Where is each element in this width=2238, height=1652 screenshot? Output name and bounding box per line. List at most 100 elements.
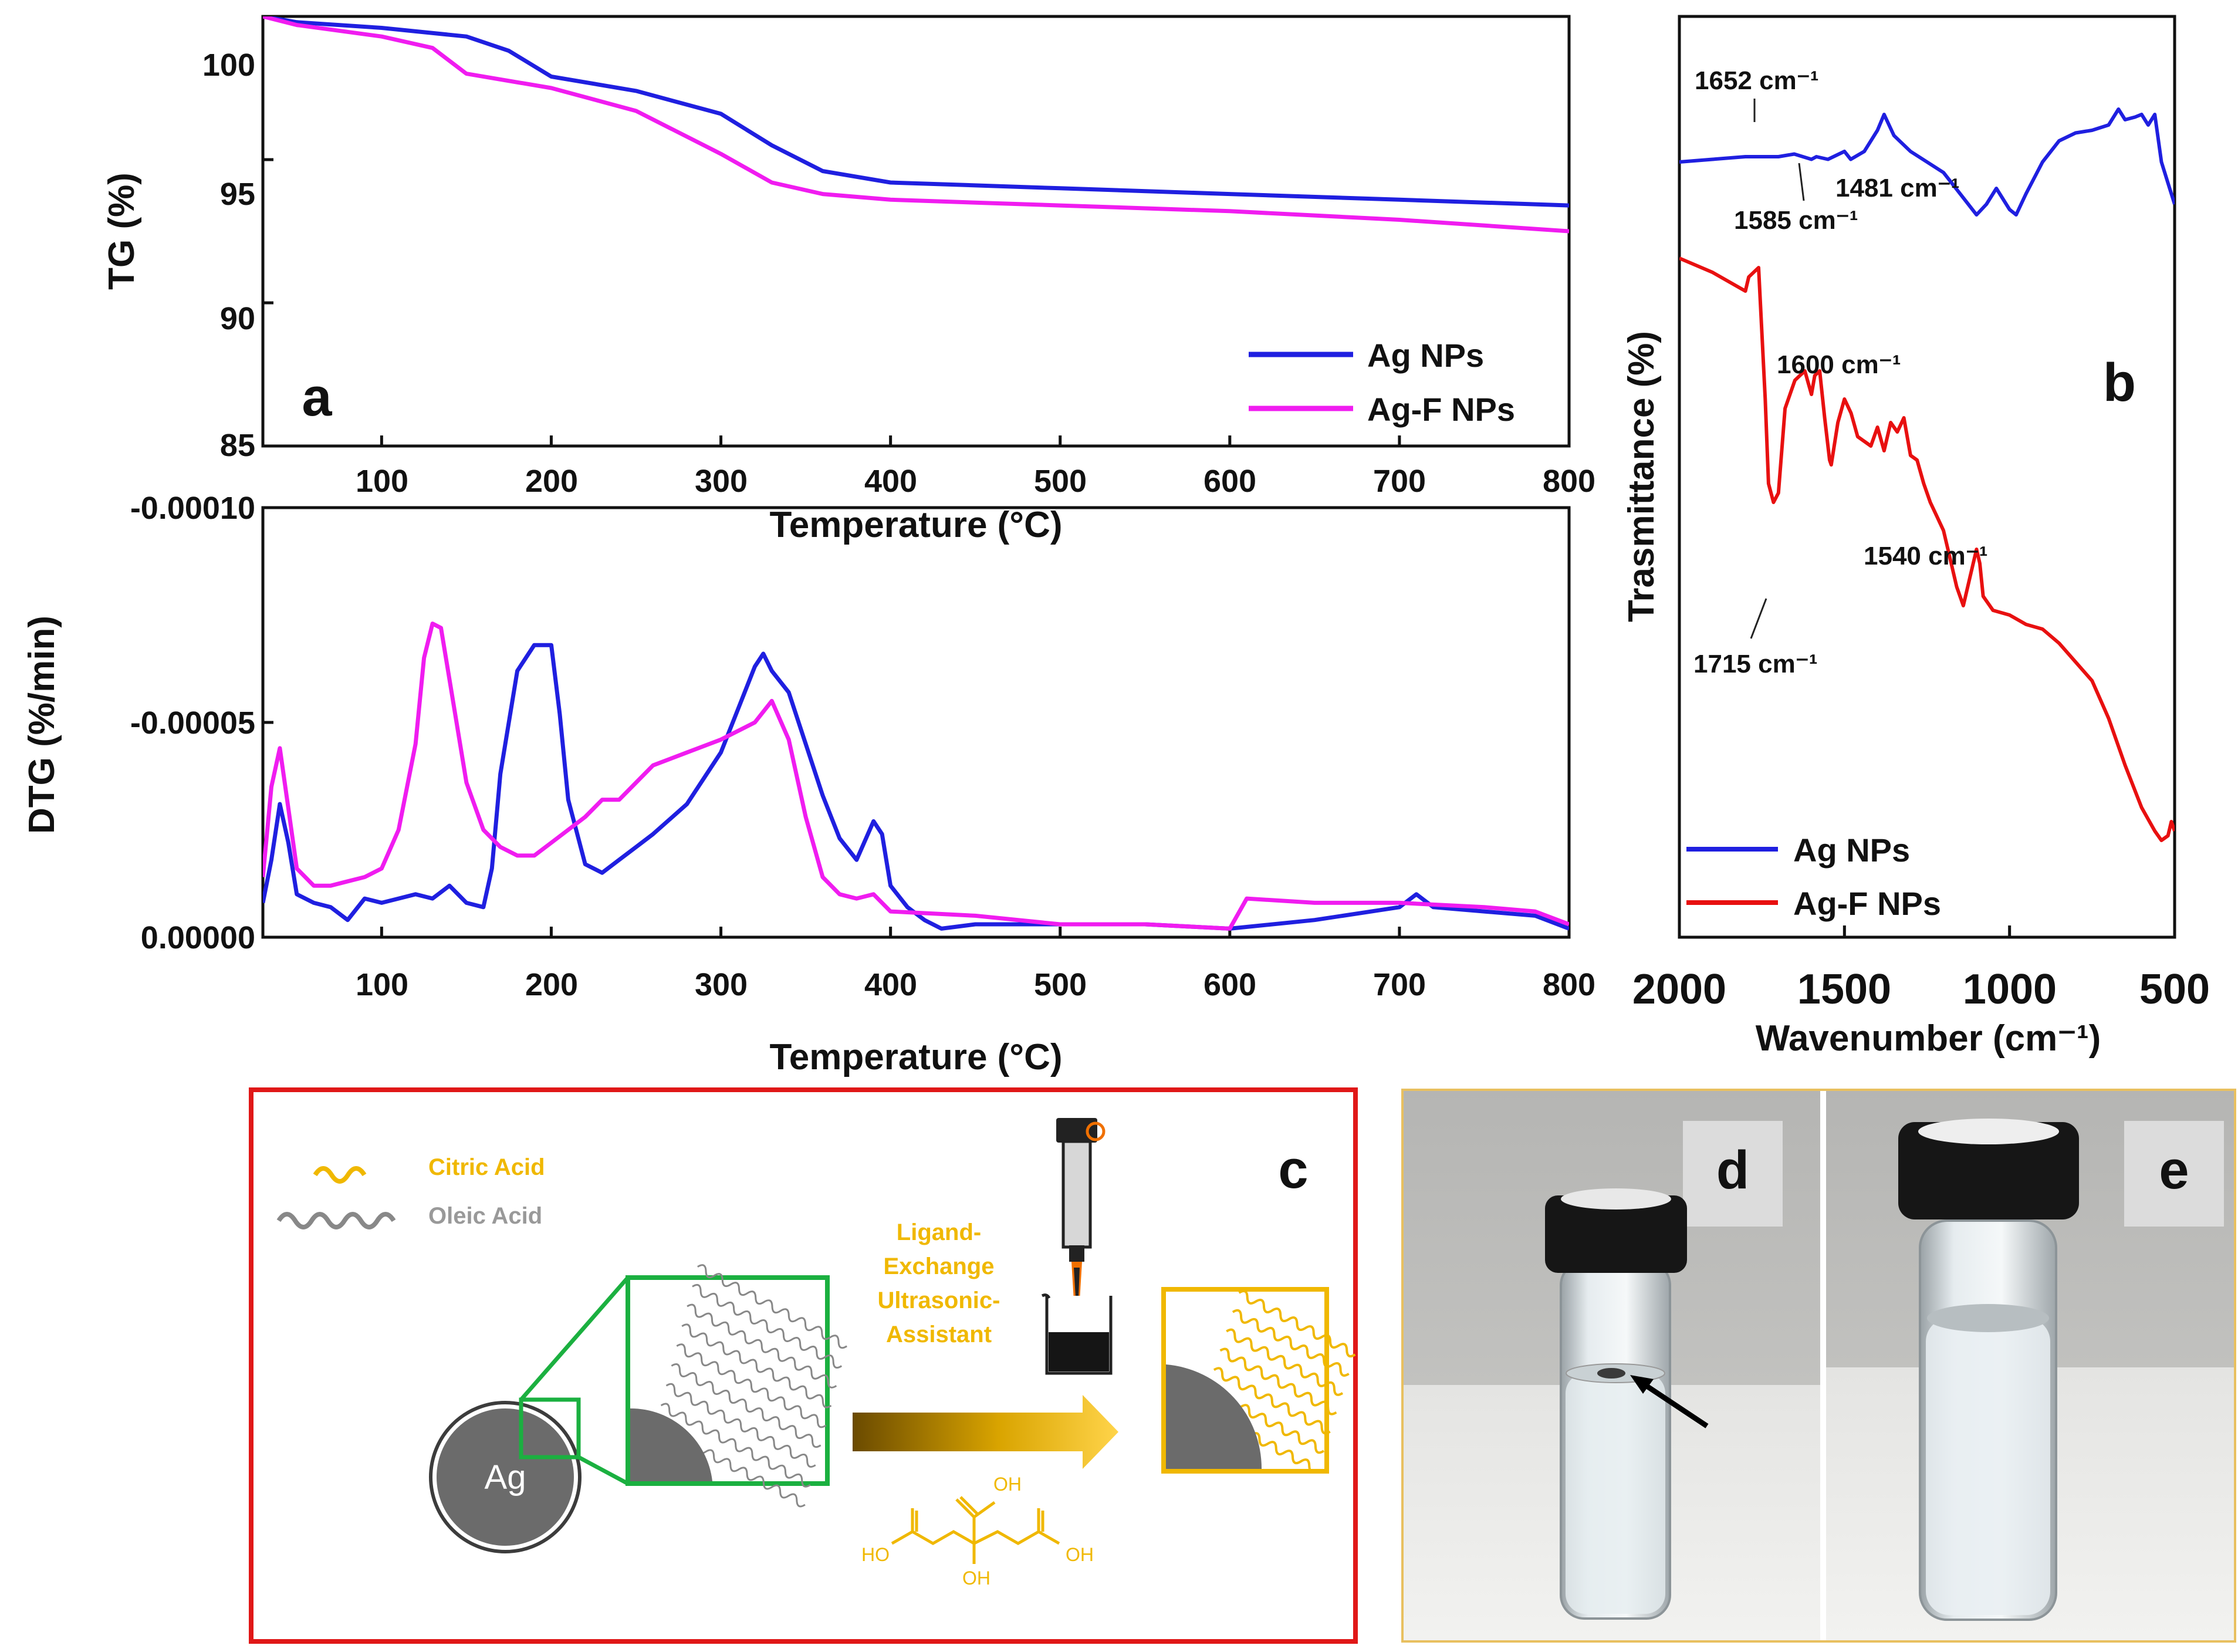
ag-nanoparticle-rim bbox=[429, 1401, 582, 1553]
tg-frame bbox=[261, 15, 1571, 448]
zoom-particle-surface-oleic bbox=[630, 1408, 712, 1481]
panel-label-a: a bbox=[302, 367, 332, 427]
dtg-y-axis-title: DTG (%/min) bbox=[22, 616, 62, 834]
ftir-series-ag-nps bbox=[1679, 107, 2175, 217]
ftir-annotation-arrow-1585 bbox=[1798, 163, 1805, 201]
tg-ytick-95: 95 bbox=[220, 177, 255, 212]
tg-tick-group bbox=[263, 15, 1401, 448]
dtg-xtick-700: 700 bbox=[1373, 967, 1426, 1002]
tg-xtick-600: 600 bbox=[1203, 464, 1256, 499]
tg-xtick-400: 400 bbox=[864, 464, 917, 499]
dtg-xtick-500: 500 bbox=[1034, 967, 1087, 1002]
tg-xtick-500: 500 bbox=[1034, 464, 1087, 499]
ligand-exchange-arrow bbox=[853, 1395, 1118, 1469]
photo-e-label-patch bbox=[2124, 1121, 2224, 1227]
ftir-frame bbox=[1678, 15, 2176, 939]
photo-d-label-patch bbox=[1683, 1121, 1783, 1227]
oleic-acid-chain bbox=[681, 1323, 832, 1408]
ftir-legend-label-ag-nps: Ag NPs bbox=[1793, 832, 1910, 869]
ftir-tick-group bbox=[1678, 925, 2176, 937]
oleic-acid-chain bbox=[671, 1363, 821, 1448]
citric-acid-chain bbox=[1238, 1289, 1356, 1358]
tg-x-axis-title: Temperature (°C) bbox=[769, 505, 1062, 545]
citric-acid-chain bbox=[1232, 1309, 1350, 1377]
citric-acid-structure bbox=[891, 1496, 1060, 1564]
ftir-annotation-1715: 1715 cm⁻¹ bbox=[1693, 650, 1818, 678]
ag-nanoparticle bbox=[433, 1405, 577, 1549]
vial-e-meniscus bbox=[1927, 1304, 2049, 1332]
tg-series-ag-f-nps bbox=[263, 16, 1569, 234]
citric-acid-legend-icon bbox=[313, 1166, 367, 1184]
vial-d-pointer-arrowhead bbox=[1630, 1375, 1654, 1394]
ftir-xtick-1000: 1000 bbox=[1963, 966, 2057, 1013]
oleic-acid-legend-icon bbox=[276, 1212, 396, 1229]
photo-d-panel: d bbox=[1402, 1090, 1820, 1641]
tg-ytick-90: 90 bbox=[220, 301, 255, 336]
ftir-legend-label-ag-f-nps: Ag-F NPs bbox=[1793, 885, 1941, 922]
citric-oh-right: OH bbox=[1066, 1544, 1094, 1565]
panel-label-e: e bbox=[2159, 1140, 2189, 1200]
ftir-y-axis-title: Trasmittance (%) bbox=[1621, 331, 1662, 622]
oleic-acid-chain bbox=[697, 1264, 847, 1349]
vial-d-liquid bbox=[1566, 1373, 1665, 1614]
vial-d-floating-particles bbox=[1597, 1368, 1625, 1379]
tg-xtick-200: 200 bbox=[525, 464, 578, 499]
dtg-x-axis-title: Temperature (°C) bbox=[769, 1037, 1062, 1077]
vial-d-cap bbox=[1545, 1195, 1687, 1273]
tg-legend-label-ag-f-nps: Ag-F NPs bbox=[1367, 391, 1515, 428]
tg-plot-area bbox=[263, 16, 1569, 234]
citric-acid-chain bbox=[1226, 1328, 1344, 1396]
dtg-tick-group bbox=[263, 506, 1401, 939]
dtg-xtick-300: 300 bbox=[695, 967, 748, 1002]
ftir-chart: 2000 1500 1000 500 Wavenumber (cm⁻¹) Tra… bbox=[1621, 15, 2210, 1059]
tg-y-axis-title: TG (%) bbox=[102, 173, 142, 290]
tg-ytick-100: 100 bbox=[202, 48, 255, 83]
dtg-xtick-800: 800 bbox=[1543, 967, 1595, 1002]
oleic-acid-legend-label: Oleic Acid bbox=[428, 1203, 542, 1229]
citric-oh-top: OH bbox=[993, 1474, 1022, 1495]
ftir-annotation-1652: 1652 cm⁻¹ bbox=[1695, 66, 1819, 95]
photo-frame bbox=[1401, 1089, 2236, 1643]
oleic-acid-chain bbox=[660, 1403, 811, 1488]
ftir-annotation-arrow-1715 bbox=[1750, 598, 1767, 639]
ftir-annotation-1600: 1600 cm⁻¹ bbox=[1777, 350, 1901, 379]
vial-e-cap bbox=[1898, 1122, 2079, 1219]
vial-e-liquid bbox=[1926, 1318, 2050, 1615]
oleic-acid-chain bbox=[687, 1303, 837, 1389]
photo-divider bbox=[1820, 1090, 1826, 1641]
tg-xtick-700: 700 bbox=[1373, 464, 1426, 499]
dtg-xtick-600: 600 bbox=[1203, 967, 1256, 1002]
tg-ytick-85: 85 bbox=[220, 428, 255, 463]
ftir-annotation-1481: 1481 cm⁻¹ bbox=[1835, 174, 1960, 202]
dtg-ytick-2: 0.00000 bbox=[141, 920, 255, 955]
ftir-x-axis-title: Wavenumber (cm⁻¹) bbox=[1756, 1018, 2101, 1059]
dtg-xtick-100: 100 bbox=[356, 967, 408, 1002]
dtg-xtick-400: 400 bbox=[864, 967, 917, 1002]
tg-series-ag-nps bbox=[263, 16, 1569, 208]
arrow-text-line-3: Ultrasonic- bbox=[878, 1288, 1000, 1313]
ftir-annotation-1585: 1585 cm⁻¹ bbox=[1734, 206, 1858, 235]
panel-label-d: d bbox=[1716, 1140, 1749, 1200]
ftir-annotation-1540: 1540 cm⁻¹ bbox=[1864, 542, 1988, 570]
citric-oh-center: OH bbox=[962, 1567, 990, 1589]
citric-acid-legend-label: Citric Acid bbox=[428, 1154, 545, 1180]
dtg-frame bbox=[261, 506, 1571, 939]
vial-e-cap-top bbox=[1918, 1119, 2059, 1144]
ftir-xtick-2000: 2000 bbox=[1632, 966, 1726, 1013]
panel-label-c: c bbox=[1278, 1140, 1308, 1200]
dtg-ytick-1: -0.00005 bbox=[130, 705, 255, 741]
zoom-region-box bbox=[519, 1397, 581, 1460]
ftir-xtick-1500: 1500 bbox=[1797, 966, 1891, 1013]
oleic-acid-chain bbox=[676, 1343, 827, 1428]
citric-acid-chain bbox=[1213, 1367, 1331, 1435]
dtg-xtick-200: 200 bbox=[525, 967, 578, 1002]
tg-xtick-300: 300 bbox=[695, 464, 748, 499]
zoom-particle-surface-citric bbox=[1166, 1364, 1262, 1469]
dtg-chart: -0.00010 -0.00005 0.00000 100 200 300 40… bbox=[22, 491, 1595, 1077]
ag-particle-label: Ag bbox=[485, 1458, 526, 1496]
arrow-text-line-1: Ligand- bbox=[897, 1219, 981, 1245]
dtg-series-ag-nps bbox=[263, 643, 1569, 931]
dtg-series-ag-f-nps bbox=[263, 621, 1569, 931]
photo-e-panel: e bbox=[1826, 1090, 2235, 1641]
vial-d-cap-top bbox=[1561, 1188, 1671, 1210]
